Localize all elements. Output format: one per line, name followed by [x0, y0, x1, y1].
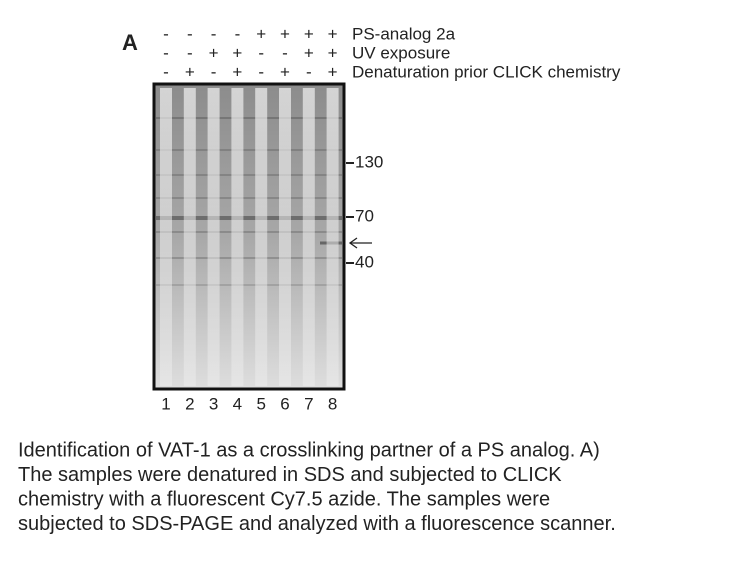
condition-sign: +: [232, 62, 242, 81]
condition-label: Denaturation prior CLICK chemistry: [352, 62, 621, 81]
caption-line: chemistry with a fluorescent Cy7.5 azide…: [18, 488, 550, 510]
condition-sign: +: [304, 43, 314, 62]
lane: [231, 88, 244, 386]
condition-sign: -: [211, 62, 217, 81]
lane: [326, 88, 339, 386]
lane: [160, 88, 172, 386]
condition-sign: -: [306, 62, 312, 81]
condition-sign: +: [328, 43, 338, 62]
lane-number: 7: [304, 394, 313, 413]
lane-number: 4: [233, 394, 242, 413]
condition-sign: -: [187, 43, 193, 62]
condition-sign: -: [211, 24, 217, 43]
lane: [255, 88, 268, 386]
condition-label: PS-analog 2a: [352, 24, 456, 43]
condition-sign: +: [328, 24, 338, 43]
arrow-head: [348, 237, 358, 249]
gel: [152, 82, 346, 391]
caption-line: subjected to SDS-PAGE and analyzed with …: [18, 513, 616, 535]
caption-line: The samples were denatured in SDS and su…: [18, 464, 562, 486]
condition-sign: -: [163, 24, 169, 43]
condition-sign: +: [304, 24, 314, 43]
condition-sign: +: [280, 62, 290, 81]
condition-sign: -: [187, 24, 193, 43]
condition-sign: -: [258, 43, 264, 62]
marker-label: 70: [355, 206, 374, 225]
lane: [183, 88, 196, 386]
lane: [302, 88, 315, 386]
condition-sign: +: [280, 24, 290, 43]
condition-sign: +: [209, 43, 219, 62]
lane: [279, 88, 291, 386]
panel-label: A: [122, 30, 138, 55]
lane-number: 5: [256, 394, 265, 413]
lane-number: 1: [161, 394, 170, 413]
lane: [207, 88, 220, 386]
condition-sign: +: [232, 43, 242, 62]
marker-label: 130: [355, 152, 383, 171]
condition-sign: +: [185, 62, 195, 81]
lane-number: 6: [280, 394, 289, 413]
condition-sign: +: [328, 62, 338, 81]
lane-number: 3: [209, 394, 218, 413]
condition-sign: -: [282, 43, 288, 62]
caption-line: Identification of VAT-1 as a crosslinkin…: [18, 439, 600, 461]
lane-number: 8: [328, 394, 337, 413]
condition-sign: +: [256, 24, 266, 43]
marker-label: 40: [355, 252, 374, 271]
condition-label: UV exposure: [352, 43, 450, 62]
condition-sign: -: [258, 62, 264, 81]
condition-sign: -: [235, 24, 241, 43]
condition-sign: -: [163, 43, 169, 62]
lane-number: 2: [185, 394, 194, 413]
condition-sign: -: [163, 62, 169, 81]
